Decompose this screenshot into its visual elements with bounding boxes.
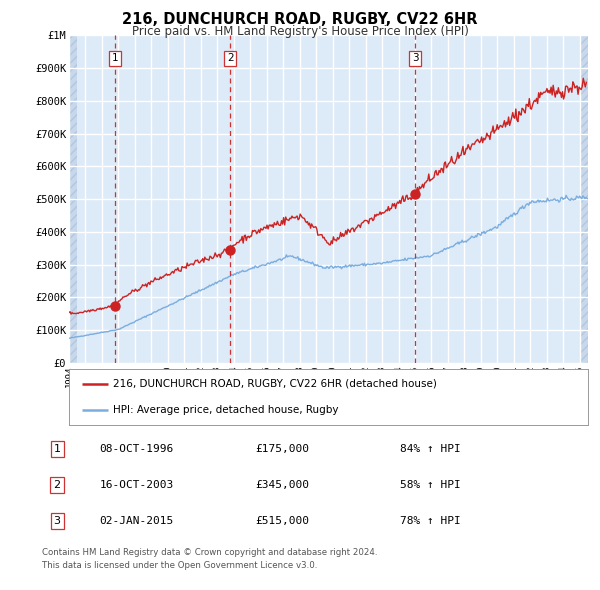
Text: 2: 2 [227, 53, 233, 63]
Text: 3: 3 [53, 516, 61, 526]
Text: £345,000: £345,000 [256, 480, 310, 490]
Text: 58% ↑ HPI: 58% ↑ HPI [400, 480, 461, 490]
Bar [580, 35, 588, 363]
Text: 08-OCT-1996: 08-OCT-1996 [100, 444, 173, 454]
Text: Price paid vs. HM Land Registry's House Price Index (HPI): Price paid vs. HM Land Registry's House … [131, 25, 469, 38]
Text: 1: 1 [53, 444, 61, 454]
Text: 16-OCT-2003: 16-OCT-2003 [100, 480, 173, 490]
Text: £175,000: £175,000 [256, 444, 310, 454]
Text: 3: 3 [412, 53, 418, 63]
Text: 84% ↑ HPI: 84% ↑ HPI [400, 444, 461, 454]
Text: This data is licensed under the Open Government Licence v3.0.: This data is licensed under the Open Gov… [42, 560, 317, 569]
Bar [69, 35, 77, 363]
Text: HPI: Average price, detached house, Rugby: HPI: Average price, detached house, Rugb… [113, 405, 338, 415]
Text: 78% ↑ HPI: 78% ↑ HPI [400, 516, 461, 526]
Text: 1: 1 [112, 53, 118, 63]
Text: 02-JAN-2015: 02-JAN-2015 [100, 516, 173, 526]
Text: £515,000: £515,000 [256, 516, 310, 526]
Text: Contains HM Land Registry data © Crown copyright and database right 2024.: Contains HM Land Registry data © Crown c… [42, 548, 377, 556]
Text: 2: 2 [53, 480, 61, 490]
Text: 216, DUNCHURCH ROAD, RUGBY, CV22 6HR: 216, DUNCHURCH ROAD, RUGBY, CV22 6HR [122, 12, 478, 27]
Text: 216, DUNCHURCH ROAD, RUGBY, CV22 6HR (detached house): 216, DUNCHURCH ROAD, RUGBY, CV22 6HR (de… [113, 379, 437, 389]
